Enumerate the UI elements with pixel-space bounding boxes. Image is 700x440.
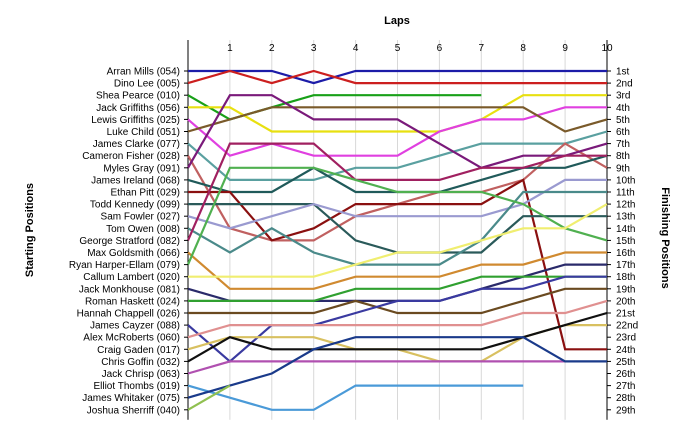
- start-label: Elliot Thombs (019): [93, 381, 180, 392]
- finish-label: 26th: [616, 369, 635, 380]
- start-label: Myles Gray (091): [103, 163, 180, 174]
- start-label: Todd Kennedy (099): [90, 200, 180, 211]
- finish-label: 25th: [616, 357, 635, 368]
- x-axis-title: Laps: [384, 15, 410, 27]
- finish-label: 11th: [616, 188, 635, 199]
- x-tick-label: 6: [437, 43, 443, 54]
- start-label: Ryan Harper-Ellam (079): [69, 260, 180, 271]
- start-label: Hannah Chappell (026): [77, 309, 180, 320]
- finish-label: 18th: [616, 272, 635, 283]
- x-tick-label: 9: [562, 43, 568, 54]
- start-label: Jack Chrisp (063): [102, 369, 180, 380]
- finish-label: 23rd: [616, 333, 636, 344]
- series-line-15: [186, 142, 607, 241]
- x-tick-label: 1: [227, 43, 233, 54]
- series-lines: [186, 69, 608, 411]
- finish-label: 13th: [616, 212, 635, 223]
- finish-label: 29th: [616, 405, 635, 416]
- finish-label: 12th: [616, 200, 635, 211]
- finish-label: 28th: [616, 393, 635, 404]
- grid-lines: [187, 40, 608, 420]
- x-tick-label: 3: [311, 43, 317, 54]
- finish-label: 7th: [616, 139, 630, 150]
- start-label: Jack Griffiths (056): [96, 103, 180, 114]
- series-line-6: [187, 106, 608, 133]
- start-label: Cameron Fisher (028): [82, 151, 180, 162]
- starting-position-labels: Arran Mills (054)Dino Lee (005)Shea Pear…: [69, 67, 188, 416]
- series-line-28: [187, 336, 607, 399]
- series-line-7: [187, 130, 608, 181]
- finish-label: 2nd: [616, 79, 633, 90]
- finish-label: 20th: [616, 296, 635, 307]
- series-line-4: [188, 94, 607, 133]
- series-line-11: [188, 178, 607, 351]
- finish-label: 10th: [616, 175, 635, 186]
- finish-label: 4th: [616, 103, 630, 114]
- finish-label: 21st: [616, 309, 635, 320]
- start-label: James Ireland (068): [91, 175, 180, 186]
- finish-label: 15th: [616, 236, 635, 247]
- series-line-25: [187, 311, 608, 363]
- start-label: Dino Lee (005): [114, 79, 180, 90]
- start-label: Craig Gaden (017): [97, 345, 180, 356]
- series-line-9: [187, 94, 608, 169]
- finish-label: 3rd: [616, 91, 630, 102]
- start-label: Arran Mills (054): [107, 67, 180, 78]
- finish-label: 6th: [616, 127, 630, 138]
- start-label: Callum Lambert (020): [83, 272, 180, 283]
- series-line-1: [188, 69, 607, 85]
- series-line-16: [187, 251, 607, 290]
- start-label: James Whitaker (075): [82, 393, 180, 404]
- start-label: James Clarke (077): [93, 139, 180, 150]
- y-axis-title: Starting Positions: [24, 183, 36, 277]
- x-tick-labels: 1 2 3 4 5 6 7 8 9 10: [227, 43, 613, 54]
- x-tick-label: 2: [269, 43, 275, 54]
- start-label: Sam Fowler (027): [101, 212, 180, 223]
- series-line-29: [187, 384, 231, 411]
- finish-label: 8th: [616, 151, 630, 162]
- finish-label: 27th: [616, 381, 635, 392]
- x-tick-label: 4: [353, 43, 359, 54]
- start-label: Ethan Pitt (029): [111, 188, 180, 199]
- finish-label: 16th: [616, 248, 635, 259]
- start-label: James Cayzer (088): [90, 321, 180, 332]
- series-line-23: [187, 299, 608, 339]
- series-line-14: [187, 190, 607, 266]
- x-tick-label: 8: [520, 43, 526, 54]
- series-line-27: [187, 384, 524, 411]
- x-tick-label: 5: [395, 43, 401, 54]
- finishing-position-labels: 1st2nd3rd4th5th6th7th8th9th10th11th12th1…: [607, 67, 638, 416]
- start-label: George Stratford (082): [79, 236, 180, 247]
- start-label: Roman Haskett (024): [85, 296, 180, 307]
- finish-label: 24th: [616, 345, 635, 356]
- finish-label: 22nd: [616, 321, 638, 332]
- start-label: Max Goldsmith (066): [87, 248, 180, 259]
- start-label: Lewis Griffiths (025): [91, 115, 180, 126]
- start-label: Tom Owen (008): [106, 224, 180, 235]
- start-label: Shea Pearce (010): [96, 91, 180, 102]
- series-line-18: [188, 203, 608, 278]
- finish-label: 19th: [616, 284, 635, 295]
- finish-label: 1st: [616, 67, 630, 78]
- finish-label: 14th: [616, 224, 635, 235]
- start-label: Chris Goffin (032): [101, 357, 180, 368]
- series-line-2: [187, 69, 607, 85]
- start-label: Luke Child (051): [107, 127, 180, 138]
- series-line-20: [188, 275, 607, 302]
- x-tick-label: 10: [601, 43, 613, 54]
- series-line-17: [186, 166, 608, 266]
- start-label: Joshua Sherriff (040): [87, 405, 180, 416]
- start-label: Alex McRoberts (060): [83, 333, 180, 344]
- y2-axis-title: Finishing Positions: [659, 187, 671, 288]
- finish-label: 5th: [616, 115, 630, 126]
- finish-label: 9th: [616, 163, 630, 174]
- start-label: Jack Monkhouse (081): [79, 284, 180, 295]
- series-line-26: [187, 360, 566, 375]
- series-line-21: [188, 287, 607, 315]
- x-tick-label: 7: [479, 43, 485, 54]
- finish-label: 17th: [616, 260, 635, 271]
- series-line-13: [187, 178, 607, 230]
